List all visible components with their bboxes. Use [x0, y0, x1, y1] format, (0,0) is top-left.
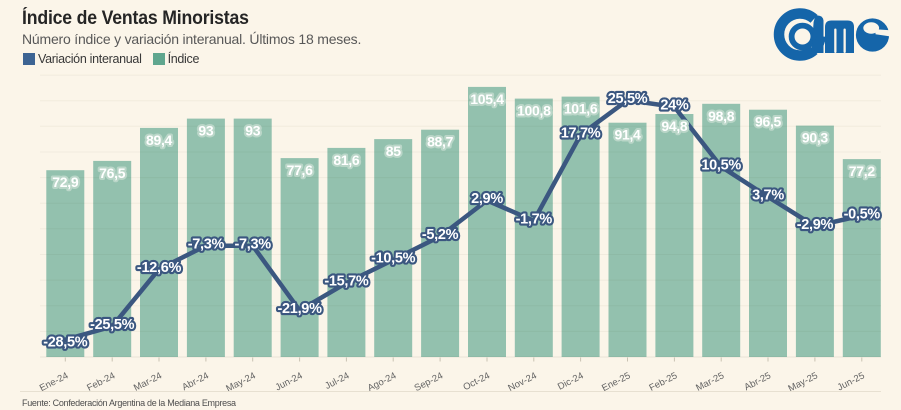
svg-text:Feb-25: Feb-25 — [647, 370, 679, 393]
svg-text:81,6: 81,6 — [333, 152, 360, 168]
svg-text:76,5: 76,5 — [99, 165, 126, 181]
svg-text:-2,9%: -2,9% — [797, 217, 834, 233]
svg-text:3,7%: 3,7% — [752, 188, 784, 204]
svg-text:77,6: 77,6 — [287, 162, 314, 178]
svg-text:24%: 24% — [660, 98, 689, 114]
svg-text:88,7: 88,7 — [427, 134, 454, 150]
svg-text:Mar-24: Mar-24 — [132, 370, 164, 393]
svg-text:Jun-24: Jun-24 — [274, 370, 305, 393]
svg-text:94,8: 94,8 — [661, 118, 688, 134]
svg-text:91,4: 91,4 — [614, 127, 641, 143]
svg-text:-10,5%: -10,5% — [371, 251, 416, 267]
svg-text:-1,7%: -1,7% — [516, 212, 553, 228]
svg-text:101,6: 101,6 — [564, 101, 598, 117]
svg-text:May-25: May-25 — [787, 370, 820, 394]
svg-text:Abr-24: Abr-24 — [180, 370, 210, 393]
svg-text:2,9%: 2,9% — [471, 191, 503, 207]
svg-text:Feb-24: Feb-24 — [85, 370, 117, 393]
svg-text:Sep-24: Sep-24 — [413, 370, 445, 394]
svg-text:77,2: 77,2 — [849, 163, 876, 179]
svg-text:89,4: 89,4 — [146, 132, 173, 148]
svg-text:96,5: 96,5 — [755, 114, 782, 130]
svg-text:Ago-24: Ago-24 — [366, 370, 398, 394]
svg-text:85: 85 — [386, 143, 401, 159]
svg-text:98,8: 98,8 — [708, 108, 735, 124]
svg-text:72,9: 72,9 — [52, 174, 79, 190]
svg-text:105,4: 105,4 — [470, 91, 504, 107]
svg-text:-21,9%: -21,9% — [278, 301, 323, 317]
svg-text:-12,6%: -12,6% — [137, 260, 182, 276]
svg-text:Ene-24: Ene-24 — [38, 370, 70, 394]
svg-text:93: 93 — [198, 123, 213, 139]
svg-text:-15,7%: -15,7% — [324, 274, 369, 290]
svg-text:Oct-24: Oct-24 — [461, 370, 491, 393]
svg-text:17,7%: 17,7% — [561, 126, 601, 142]
svg-text:May-24: May-24 — [224, 370, 257, 394]
svg-text:90,3: 90,3 — [802, 130, 829, 146]
svg-text:-7,3%: -7,3% — [188, 237, 225, 253]
svg-text:Jul-24: Jul-24 — [323, 370, 351, 392]
svg-text:-25,5%: -25,5% — [90, 317, 135, 333]
svg-text:-7,3%: -7,3% — [235, 237, 272, 253]
svg-text:Abr-25: Abr-25 — [742, 370, 772, 393]
svg-text:Jun-25: Jun-25 — [836, 370, 867, 393]
svg-text:93: 93 — [245, 123, 260, 139]
svg-text:Dic-24: Dic-24 — [556, 370, 585, 392]
svg-text:-5,2%: -5,2% — [422, 227, 459, 243]
svg-text:10,5%: 10,5% — [701, 158, 741, 174]
svg-text:Nov-24: Nov-24 — [506, 370, 538, 394]
svg-text:25,5%: 25,5% — [608, 91, 648, 107]
svg-text:Mar-25: Mar-25 — [694, 370, 726, 393]
svg-text:100,8: 100,8 — [517, 103, 551, 119]
svg-text:Ene-25: Ene-25 — [600, 370, 632, 394]
svg-text:-28,5%: -28,5% — [43, 335, 88, 351]
svg-text:-0,5%: -0,5% — [844, 206, 881, 222]
